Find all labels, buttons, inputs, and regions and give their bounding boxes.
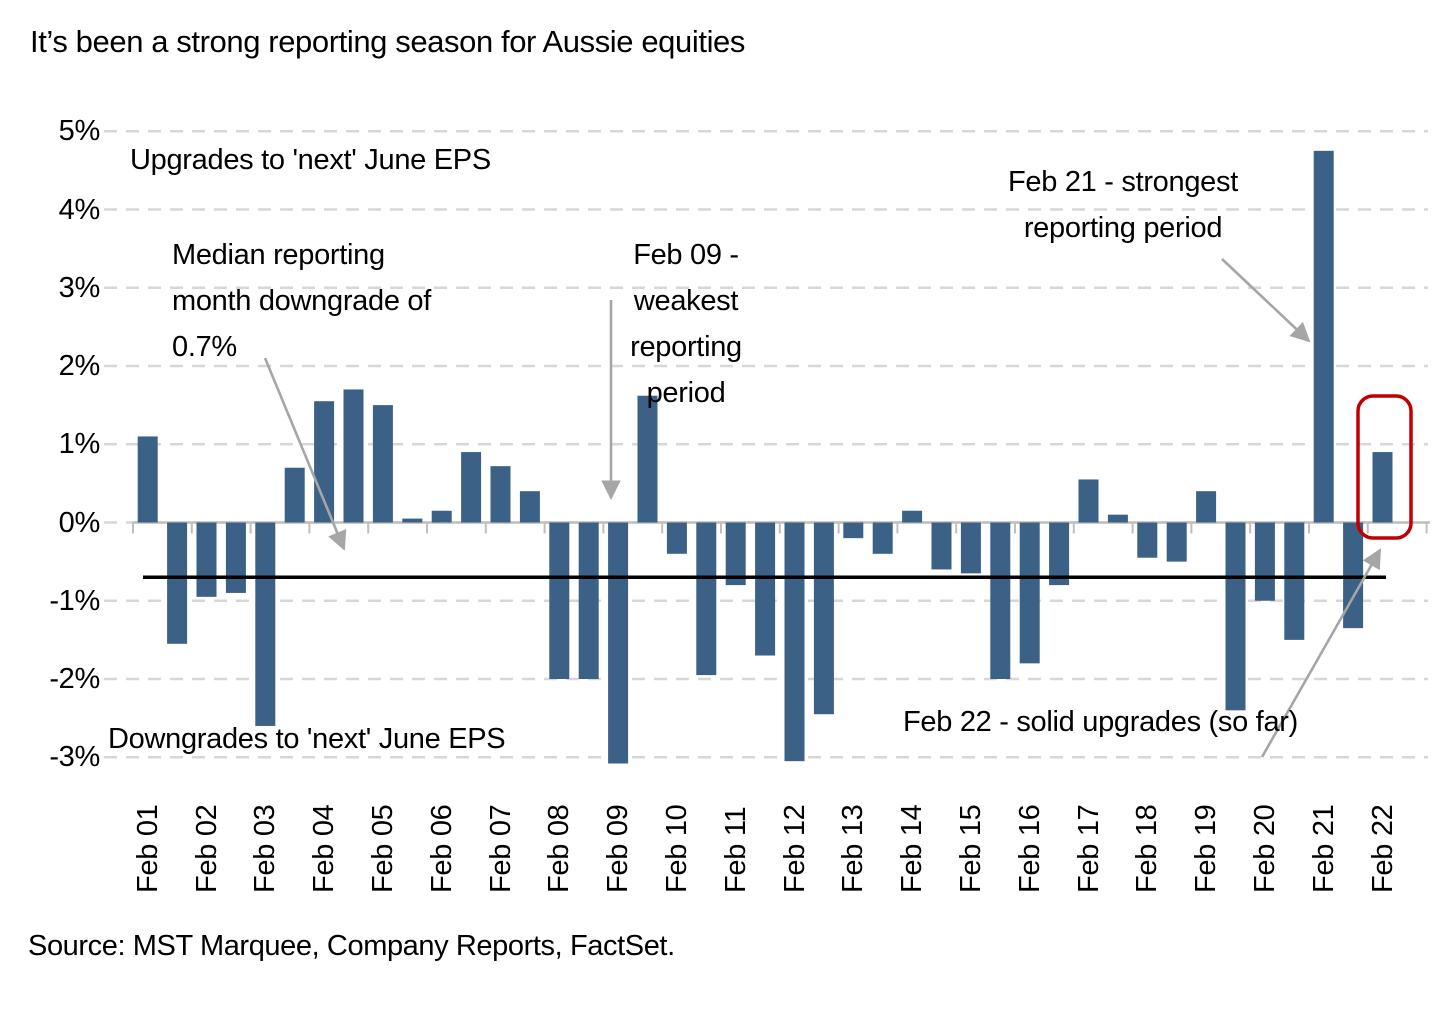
x-axis-label-feb22: Feb 22 bbox=[1366, 804, 1399, 894]
y-axis-label--1%: -1% bbox=[49, 584, 100, 617]
bar-aug-feb10 bbox=[696, 522, 717, 676]
y-axis-label-2%: 2% bbox=[58, 350, 101, 382]
x-axis-label-feb09: Feb 09 bbox=[602, 804, 635, 894]
bar-aug-feb13 bbox=[872, 522, 893, 554]
arrow-feb21-note bbox=[1221, 258, 1311, 343]
x-axis-label-feb17: Feb 17 bbox=[1072, 804, 1105, 894]
source-attribution: Source: MST Marquee, Company Reports, Fa… bbox=[28, 930, 675, 962]
bar-aug-feb16 bbox=[1049, 522, 1070, 586]
x-axis-label-feb12: Feb 12 bbox=[778, 804, 811, 894]
bar-feb-feb10 bbox=[666, 522, 687, 554]
note-line: reporting period bbox=[1023, 212, 1223, 244]
x-axis-label-feb03: Feb 03 bbox=[249, 804, 282, 894]
x-axis-label-feb15: Feb 15 bbox=[954, 804, 987, 894]
bar-feb-feb05 bbox=[372, 405, 393, 523]
note-line: Median reporting bbox=[172, 239, 385, 271]
bar-feb-feb06 bbox=[431, 510, 452, 523]
bar-feb-feb21 bbox=[1313, 150, 1334, 523]
bar-feb-feb09 bbox=[608, 522, 629, 764]
downgrades-label: Downgrades to 'next' June EPS bbox=[108, 723, 506, 755]
note-line: weakest bbox=[633, 285, 739, 317]
bar-aug-feb21 bbox=[1343, 522, 1364, 629]
bar-aug-feb18 bbox=[1166, 522, 1187, 562]
bar-aug-feb01 bbox=[167, 522, 188, 644]
note-line: month downgrade of bbox=[172, 285, 431, 317]
bar-feb-feb19 bbox=[1196, 491, 1217, 523]
bar-aug-feb14 bbox=[931, 522, 952, 570]
bar-aug-feb19 bbox=[1225, 522, 1246, 711]
bar-feb-feb12 bbox=[784, 522, 805, 762]
bar-aug-feb12 bbox=[813, 522, 834, 715]
note-line: Feb 21 - strongest bbox=[1008, 166, 1238, 198]
bar-feb-feb13 bbox=[843, 522, 864, 539]
x-axis-label-feb06: Feb 06 bbox=[425, 804, 458, 894]
x-axis-label-feb02: Feb 02 bbox=[190, 804, 223, 894]
x-axis-label-feb04: Feb 04 bbox=[308, 804, 341, 894]
x-axis-label-feb01: Feb 01 bbox=[131, 804, 164, 894]
page-title: It’s been a strong reporting season for … bbox=[30, 24, 745, 59]
bar-aug-feb04 bbox=[343, 389, 364, 523]
bar-feb-feb07 bbox=[490, 466, 511, 523]
note-line: period bbox=[646, 377, 726, 409]
note-line: Feb 09 - bbox=[633, 239, 739, 271]
x-axis-label-feb16: Feb 16 bbox=[1013, 804, 1046, 894]
bar-aug-feb07 bbox=[519, 491, 540, 523]
feb22-highlight-box bbox=[1356, 394, 1413, 540]
x-axis-label-feb07: Feb 07 bbox=[484, 804, 517, 894]
median-downgrade-note: Median reporting month downgrade of 0.7% bbox=[172, 232, 431, 370]
bar-feb-feb16 bbox=[1019, 522, 1040, 664]
y-axis-label--3%: -3% bbox=[49, 741, 100, 774]
bar-aug-feb15 bbox=[990, 522, 1011, 679]
bar-aug-feb09 bbox=[637, 395, 658, 523]
bar-aug-feb02 bbox=[225, 522, 246, 593]
y-axis-label-1%: 1% bbox=[58, 428, 101, 461]
x-axis-label-feb19: Feb 19 bbox=[1190, 804, 1223, 894]
x-axis-label-feb13: Feb 13 bbox=[837, 804, 870, 894]
bar-aug-feb17 bbox=[1107, 514, 1128, 523]
bar-feb-feb08 bbox=[549, 522, 570, 679]
bar-feb-feb11 bbox=[725, 522, 746, 586]
bar-feb-feb03 bbox=[255, 522, 276, 726]
y-axis-label-5%: 5% bbox=[58, 115, 101, 148]
bar-feb-feb20 bbox=[1254, 522, 1275, 601]
arrow-median-note bbox=[263, 357, 347, 551]
feb09-weakest-note: Feb 09 - weakest reporting period bbox=[600, 232, 772, 416]
feb21-strongest-note: Feb 21 - strongest reporting period bbox=[955, 159, 1291, 251]
bar-aug-feb11 bbox=[755, 522, 776, 656]
bar-feb-feb01 bbox=[137, 436, 158, 523]
upgrades-label: Upgrades to 'next' June EPS bbox=[130, 144, 491, 176]
bar-feb-feb18 bbox=[1137, 522, 1158, 558]
feb22-upgrades-note: Feb 22 - solid upgrades (so far) bbox=[903, 706, 1298, 738]
y-axis-label--2%: -2% bbox=[49, 663, 100, 695]
bar-aug-feb08 bbox=[578, 522, 599, 679]
arrow-feb22-note bbox=[1260, 548, 1382, 758]
x-axis-label-feb21: Feb 21 bbox=[1307, 804, 1340, 894]
note-line: reporting bbox=[630, 331, 742, 363]
x-axis-label-feb14: Feb 14 bbox=[896, 804, 929, 894]
bar-aug-feb06 bbox=[461, 452, 482, 523]
y-axis-label-0%: 0% bbox=[58, 506, 101, 539]
x-axis-label-feb18: Feb 18 bbox=[1131, 804, 1164, 894]
x-axis-label-feb10: Feb 10 bbox=[660, 804, 693, 894]
bar-aug-feb20 bbox=[1284, 522, 1305, 640]
bar-feb-feb14 bbox=[902, 510, 923, 523]
bar-aug-feb03 bbox=[284, 467, 305, 523]
bar-feb-feb15 bbox=[960, 522, 981, 574]
bar-feb-feb22 bbox=[1372, 452, 1393, 523]
x-axis-label-feb05: Feb 05 bbox=[366, 804, 399, 894]
x-axis-label-feb20: Feb 20 bbox=[1248, 804, 1281, 894]
bar-feb-feb17 bbox=[1078, 479, 1099, 523]
bar-aug-feb05 bbox=[402, 518, 423, 523]
x-axis-label-feb11: Feb 11 bbox=[719, 806, 752, 893]
note-line: 0.7% bbox=[172, 331, 237, 363]
x-axis-label-feb08: Feb 08 bbox=[543, 804, 576, 894]
y-axis-label-4%: 4% bbox=[58, 193, 101, 226]
y-axis-label-3%: 3% bbox=[58, 271, 101, 304]
